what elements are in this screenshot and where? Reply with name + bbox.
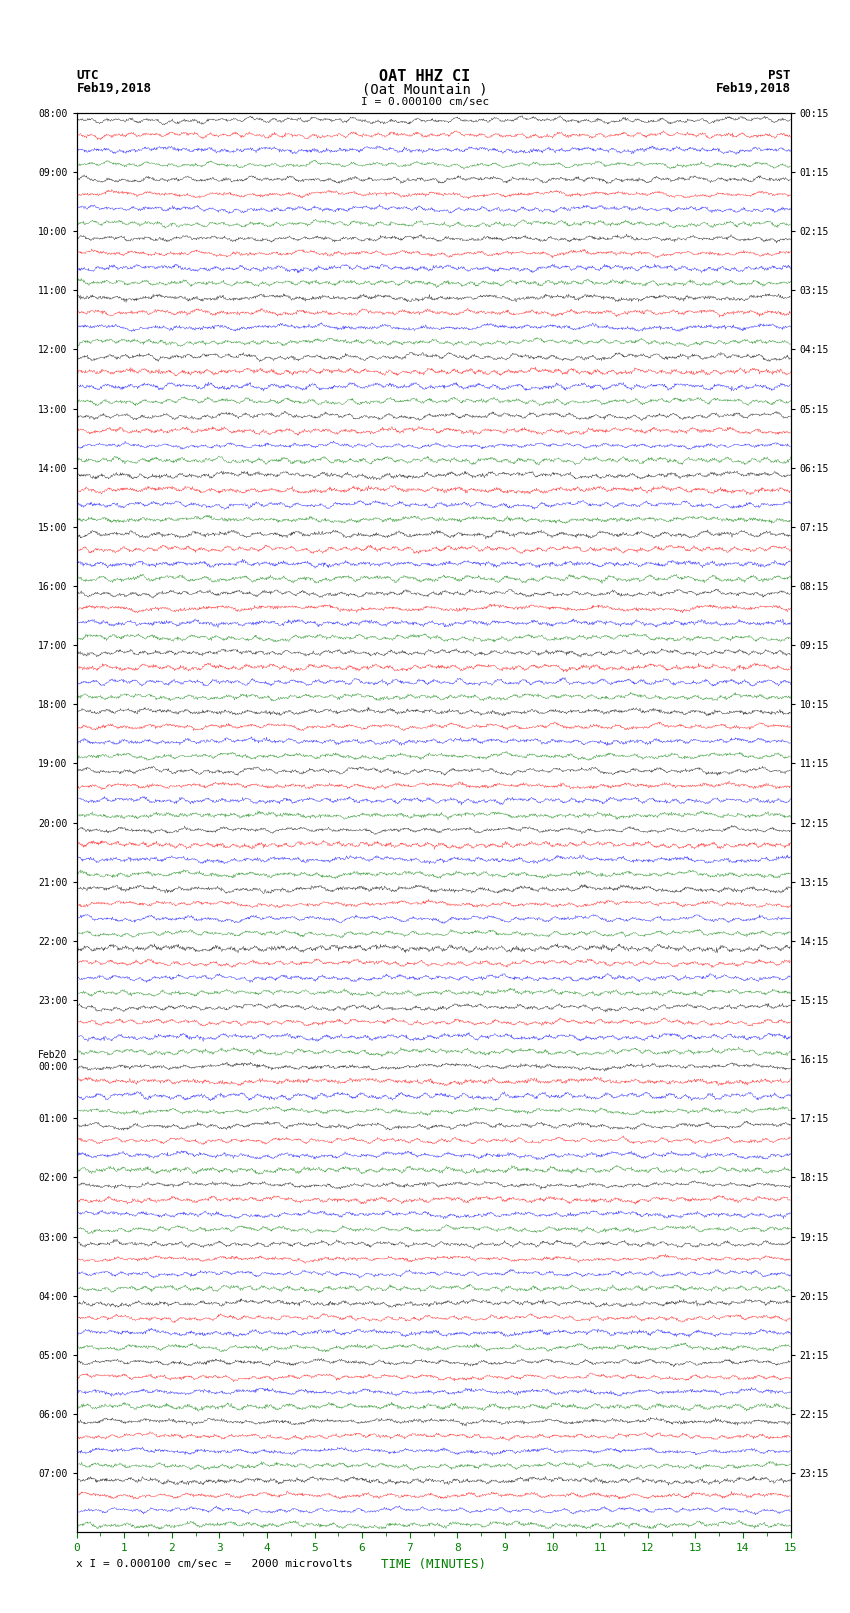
Text: I = 0.000100 cm/sec: I = 0.000100 cm/sec — [361, 97, 489, 106]
Text: (Oat Mountain ): (Oat Mountain ) — [362, 82, 488, 97]
X-axis label: TIME (MINUTES): TIME (MINUTES) — [381, 1558, 486, 1571]
Text: x I = 0.000100 cm/sec =   2000 microvolts: x I = 0.000100 cm/sec = 2000 microvolts — [76, 1560, 354, 1569]
Text: Feb19,2018: Feb19,2018 — [716, 82, 790, 95]
Text: Feb19,2018: Feb19,2018 — [76, 82, 151, 95]
Text: OAT HHZ CI: OAT HHZ CI — [379, 69, 471, 84]
Text: PST: PST — [768, 69, 790, 82]
Text: UTC: UTC — [76, 69, 99, 82]
